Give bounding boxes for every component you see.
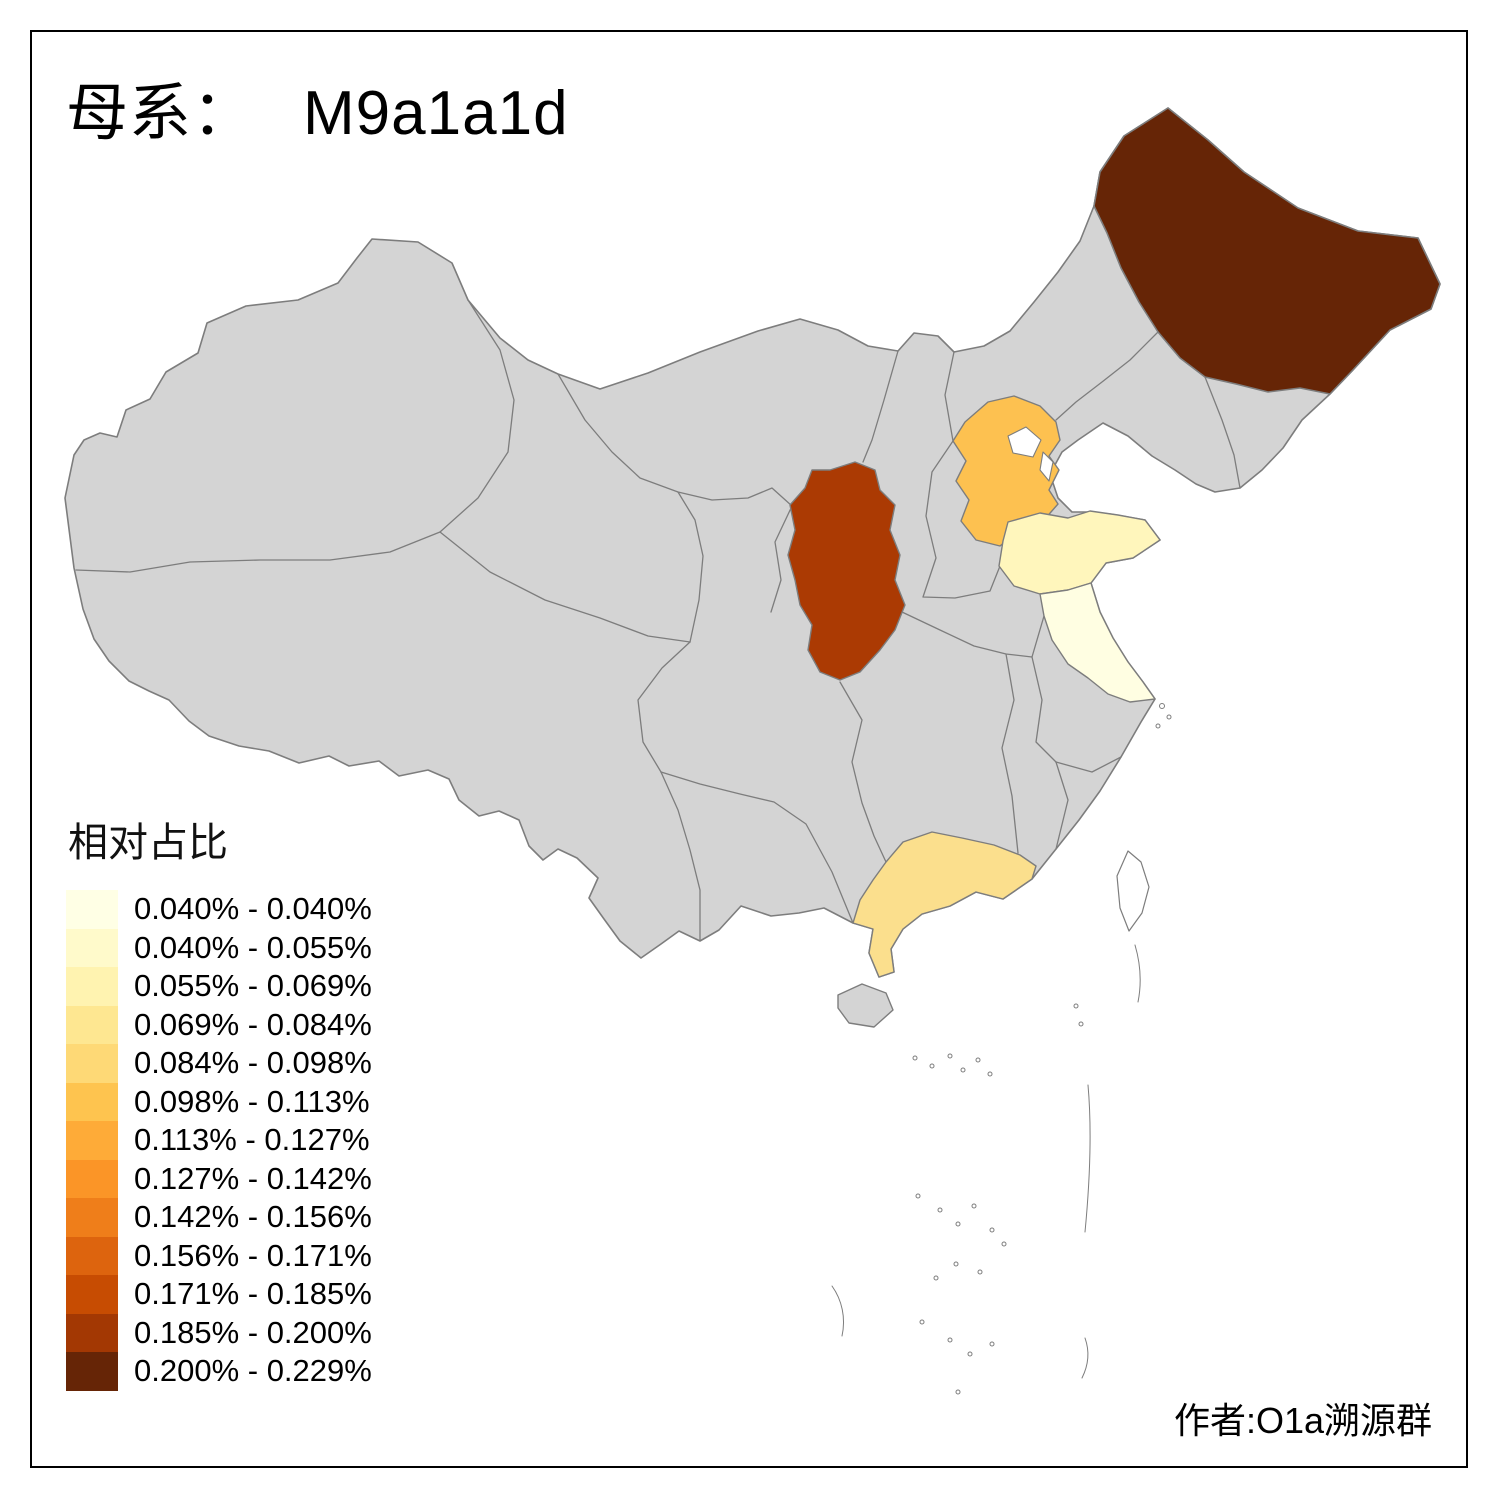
border-hunan-west — [839, 681, 887, 863]
legend-label: 0.055% - 0.069% — [134, 968, 372, 1004]
legend-label: 0.171% - 0.185% — [134, 1276, 372, 1312]
legend-swatch — [66, 1275, 118, 1314]
legend-label: 0.084% - 0.098% — [134, 1045, 372, 1081]
border-shaanxi-north — [862, 350, 899, 463]
legend: 相对占比 0.040% - 0.040% 0.040% - 0.055% 0.055… — [66, 810, 372, 1391]
border-anhui — [1031, 656, 1057, 763]
legend-label: 0.098% - 0.113% — [134, 1083, 370, 1119]
legend-item: 0.055% - 0.069% — [66, 967, 372, 1006]
border-zhejiang — [1055, 756, 1122, 773]
legend-swatch — [66, 1159, 118, 1198]
region-jiangsu — [1039, 582, 1156, 703]
legend-swatch — [66, 1005, 118, 1044]
border-shanxi-east — [922, 440, 1001, 599]
taiwan-island — [1116, 850, 1150, 932]
border-jilin-liaoning — [1204, 376, 1241, 489]
border-jiangxi-fujian — [1055, 761, 1069, 850]
legend-item: 0.113% - 0.127% — [66, 1121, 372, 1160]
plot-title: 母系： M9a1a1d — [66, 62, 569, 152]
author-credit: 作者:O1a溯源群 — [1173, 1400, 1432, 1441]
legend-swatch — [66, 1198, 118, 1237]
legend-item: 0.156% - 0.171% — [66, 1236, 372, 1275]
title-prefix: 母系： — [66, 79, 256, 148]
legend-label: 0.113% - 0.127% — [134, 1122, 370, 1158]
legend-swatch — [66, 1121, 118, 1160]
legend-label: 0.040% - 0.040% — [134, 891, 372, 927]
legend-swatch — [66, 1236, 118, 1275]
border-innermongolia-liaoning — [1055, 331, 1159, 421]
south-china-sea-marks — [831, 703, 1172, 1395]
legend-item: 0.142% - 0.156% — [66, 1198, 372, 1237]
legend-label: 0.142% - 0.156% — [134, 1199, 372, 1235]
region-beijing-hole — [1007, 426, 1042, 458]
border-xinjiang — [75, 299, 515, 573]
hainan-island — [837, 983, 894, 1028]
legend-item: 0.040% - 0.055% — [66, 928, 372, 967]
border-yunnan-guizhou — [637, 641, 691, 773]
legend-swatch — [66, 967, 118, 1006]
border-guangxi-north — [660, 771, 854, 924]
legend-item: 0.200% - 0.229% — [66, 1352, 372, 1391]
legend-label: 0.200% - 0.229% — [134, 1353, 372, 1389]
legend-swatch — [66, 890, 118, 929]
region-tianjin-hole — [1039, 451, 1054, 482]
legend-list: 0.040% - 0.040% 0.040% - 0.055% 0.055% - 0… — [66, 890, 372, 1391]
legend-title: 相对占比 — [68, 821, 228, 865]
border-ningxia — [770, 505, 793, 613]
legend-item: 0.185% - 0.200% — [66, 1313, 372, 1352]
border-henan-south — [901, 611, 1045, 658]
legend-swatch — [66, 1313, 118, 1352]
region-shaanxi — [787, 461, 906, 681]
legend-item: 0.127% - 0.142% — [66, 1159, 372, 1198]
legend-item: 0.069% - 0.084% — [66, 1005, 372, 1044]
border-yunnan-east — [660, 771, 701, 942]
region-guangdong — [852, 831, 1037, 978]
border-hubei-hunan — [1001, 653, 1019, 854]
legend-label: 0.156% - 0.171% — [134, 1237, 372, 1273]
legend-item: 0.171% - 0.185% — [66, 1275, 372, 1314]
legend-swatch — [66, 1082, 118, 1121]
legend-item: 0.084% - 0.098% — [66, 1044, 372, 1083]
legend-item: 0.098% - 0.113% — [66, 1082, 372, 1121]
region-shandong — [998, 510, 1161, 595]
legend-label: 0.040% - 0.055% — [134, 929, 372, 965]
title-haplogroup: M9a1a1d — [303, 79, 569, 148]
region-heilongjiang — [1093, 107, 1441, 395]
legend-swatch — [66, 1044, 118, 1083]
legend-swatch — [66, 1352, 118, 1391]
legend-label: 0.127% - 0.142% — [134, 1160, 372, 1196]
legend-label: 0.069% - 0.084% — [134, 1006, 372, 1042]
legend-item: 0.040% - 0.040% — [66, 890, 372, 929]
border-tibet-qinghai — [439, 531, 691, 643]
border-sichuan-west — [677, 491, 704, 643]
border-innermongolia-shanxi — [944, 351, 955, 442]
legend-label: 0.185% - 0.200% — [134, 1314, 372, 1350]
legend-swatch — [66, 928, 118, 967]
